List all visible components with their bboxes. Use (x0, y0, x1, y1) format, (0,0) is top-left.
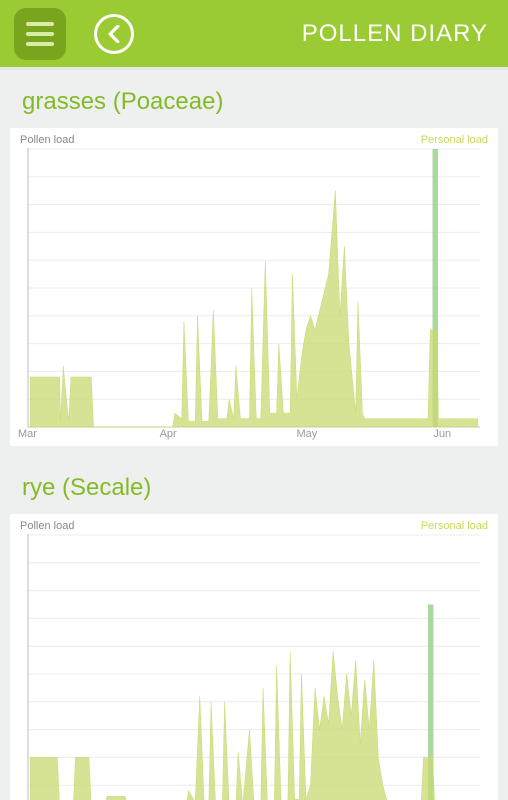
chart-legend: Pollen load Personal load (20, 134, 488, 146)
menu-icon-bar (26, 42, 54, 46)
chart-block-grasses: grasses (Poaceae) Pollen load Personal loa… (10, 88, 498, 446)
page-title: POLLEN DIARY (302, 20, 494, 48)
legend-personal-load: Personal load (421, 520, 488, 532)
menu-button[interactable] (14, 8, 66, 60)
x-tick-label: Apr (160, 428, 177, 440)
x-tick-label: Jun (433, 428, 451, 440)
legend-pollen-load: Pollen load (20, 134, 74, 146)
chart-legend: Pollen load Personal load (20, 520, 488, 532)
x-tick-label: May (296, 428, 317, 440)
plot-area (18, 534, 490, 800)
chart-title: grasses (Poaceae) (22, 88, 498, 116)
chevron-left-icon (107, 25, 121, 43)
app-header: POLLEN DIARY (0, 0, 508, 70)
chart-card: Pollen loadPersonal loadMarAprMayJun (10, 514, 498, 800)
chart-plot[interactable] (18, 148, 490, 428)
chart-block-rye: rye (Secale)Pollen loadPersonal loadMarA… (10, 474, 498, 800)
legend-personal-load: Personal load (421, 134, 488, 146)
x-tick-label: Mar (18, 428, 37, 440)
chart-title: rye (Secale) (22, 474, 498, 502)
menu-icon-bar (26, 32, 54, 36)
chart-card: Pollen load Personal load Mar Apr May Jun (10, 128, 498, 446)
chart-plot[interactable] (18, 534, 490, 800)
x-axis: Mar Apr May Jun (18, 428, 490, 444)
back-button[interactable] (94, 14, 134, 54)
plot-area (18, 148, 490, 428)
menu-icon-bar (26, 22, 54, 26)
legend-pollen-load: Pollen load (20, 520, 74, 532)
content-scroll[interactable]: grasses (Poaceae) Pollen load Personal loa… (0, 70, 508, 800)
